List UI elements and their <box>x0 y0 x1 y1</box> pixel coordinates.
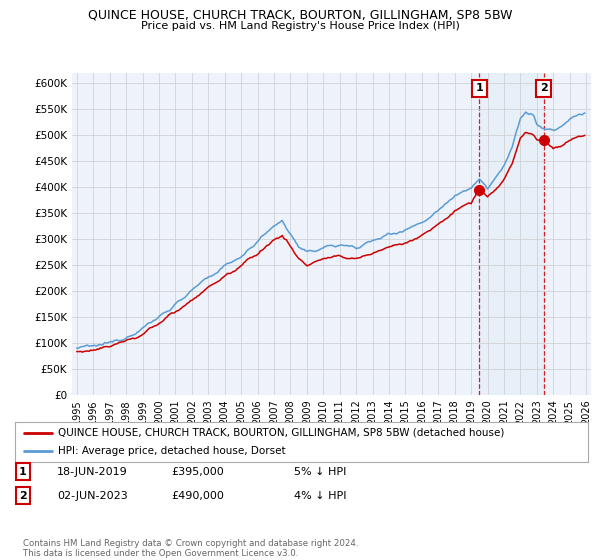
Text: QUINCE HOUSE, CHURCH TRACK, BOURTON, GILLINGHAM, SP8 5BW: QUINCE HOUSE, CHURCH TRACK, BOURTON, GIL… <box>88 8 512 21</box>
Text: 4% ↓ HPI: 4% ↓ HPI <box>294 491 347 501</box>
Text: 5% ↓ HPI: 5% ↓ HPI <box>294 466 346 477</box>
Text: HPI: Average price, detached house, Dorset: HPI: Average price, detached house, Dors… <box>58 446 286 456</box>
Text: QUINCE HOUSE, CHURCH TRACK, BOURTON, GILLINGHAM, SP8 5BW (detached house): QUINCE HOUSE, CHURCH TRACK, BOURTON, GIL… <box>58 428 505 437</box>
Text: 2: 2 <box>19 491 26 501</box>
Text: 18-JUN-2019: 18-JUN-2019 <box>57 466 128 477</box>
Text: 1: 1 <box>19 466 26 477</box>
Text: Contains HM Land Registry data © Crown copyright and database right 2024.
This d: Contains HM Land Registry data © Crown c… <box>23 539 358 558</box>
Text: 02-JUN-2023: 02-JUN-2023 <box>57 491 128 501</box>
Bar <box>479 73 544 395</box>
Text: £490,000: £490,000 <box>171 491 224 501</box>
Text: Price paid vs. HM Land Registry's House Price Index (HPI): Price paid vs. HM Land Registry's House … <box>140 21 460 31</box>
Text: £395,000: £395,000 <box>171 466 224 477</box>
Text: 1: 1 <box>475 83 483 94</box>
Text: 2: 2 <box>540 83 548 94</box>
